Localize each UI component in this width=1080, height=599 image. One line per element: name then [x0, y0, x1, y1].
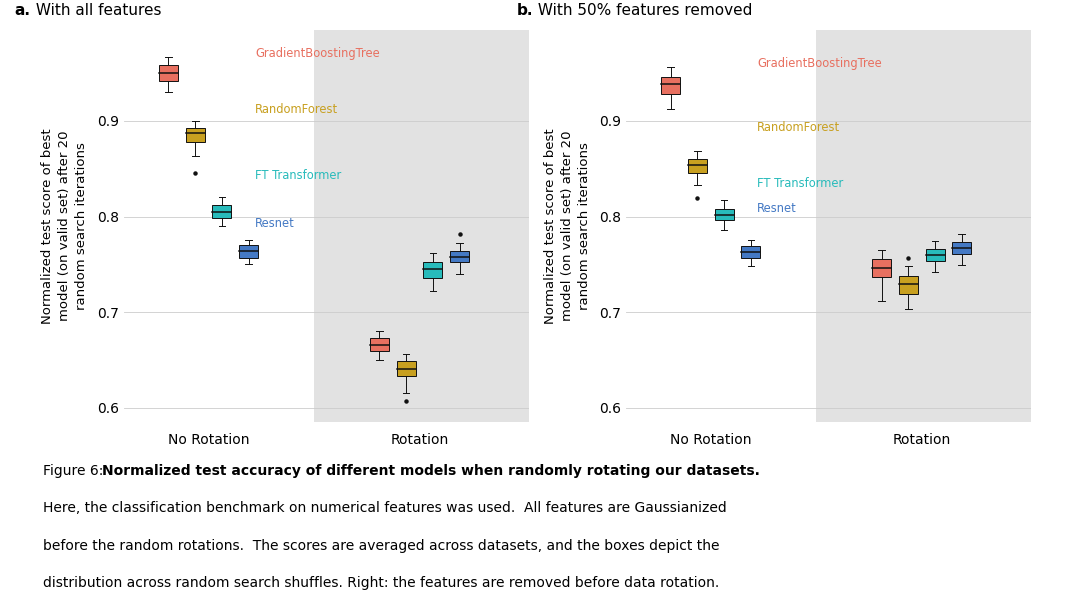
Text: RandomForest: RandomForest [255, 103, 338, 116]
Bar [899, 276, 918, 294]
Text: With all features: With all features [31, 3, 162, 18]
Text: b.: b. [517, 3, 534, 18]
Bar [715, 209, 733, 220]
Bar [239, 245, 258, 258]
Text: With 50% features removed: With 50% features removed [534, 3, 753, 18]
Text: RandomForest: RandomForest [757, 121, 840, 134]
Text: GradientBoostingTree: GradientBoostingTree [757, 57, 882, 70]
Bar [816, 30, 1031, 422]
Bar [314, 30, 529, 422]
Bar [423, 262, 443, 278]
Bar [159, 65, 178, 81]
Bar [688, 159, 707, 174]
Text: Resnet: Resnet [255, 217, 295, 230]
Bar [450, 251, 469, 262]
Text: a.: a. [15, 3, 31, 18]
Bar [661, 77, 680, 94]
Bar [213, 205, 231, 219]
Bar [953, 243, 971, 254]
Bar [396, 361, 416, 376]
Text: GradientBoostingTree: GradientBoostingTree [255, 47, 380, 60]
Text: distribution across random search shuffles. Right: the features are removed befo: distribution across random search shuffl… [43, 576, 719, 589]
Text: Normalized test accuracy of different models when randomly rotating our datasets: Normalized test accuracy of different mo… [102, 464, 759, 478]
Y-axis label: Normalized test score of best
model (on valid set) after 20
random search iterat: Normalized test score of best model (on … [41, 128, 89, 324]
Bar [741, 246, 760, 258]
Text: before the random rotations.  The scores are averaged across datasets, and the b: before the random rotations. The scores … [43, 539, 719, 552]
Bar [370, 338, 389, 352]
Text: FT Transformer: FT Transformer [757, 177, 843, 189]
Text: Figure 6:: Figure 6: [43, 464, 108, 478]
Bar [926, 249, 945, 261]
Text: FT Transformer: FT Transformer [255, 169, 341, 182]
Bar [873, 259, 891, 277]
Text: Here, the classification benchmark on numerical features was used.  All features: Here, the classification benchmark on nu… [43, 501, 727, 515]
Text: Resnet: Resnet [757, 202, 797, 216]
Y-axis label: Normalized test score of best
model (on valid set) after 20
random search iterat: Normalized test score of best model (on … [543, 128, 591, 324]
Bar [186, 128, 205, 142]
